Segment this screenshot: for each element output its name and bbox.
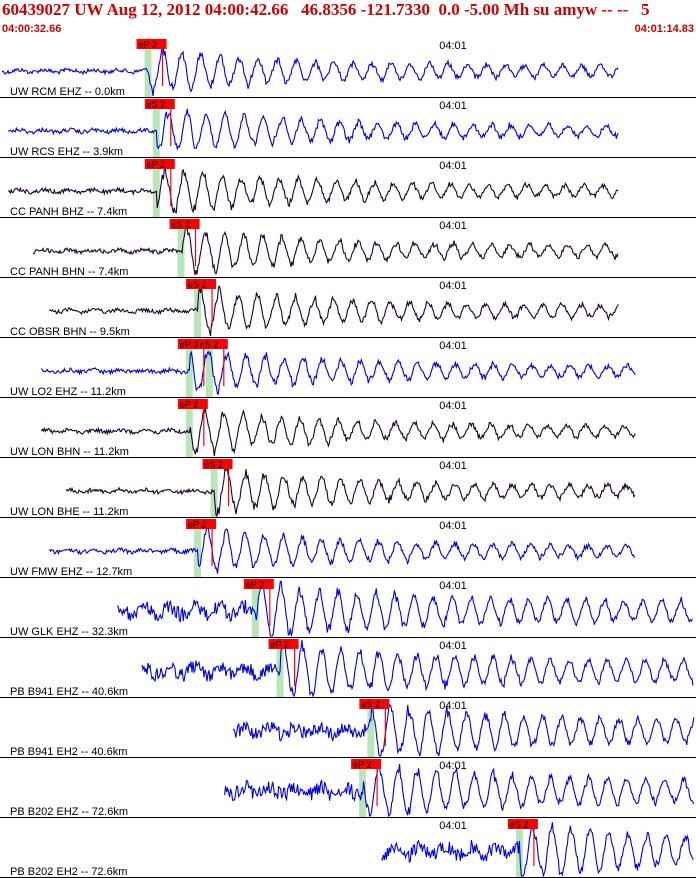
pick-label: eS 2	[147, 100, 166, 110]
trace-label: PB B202 EH2 -- 72.6km	[10, 866, 127, 878]
trace-label: UW RCS EHZ -- 3.9km	[10, 146, 123, 158]
pick-window	[205, 338, 213, 398]
waveform-trace	[1, 44, 619, 97]
pick-label: eS 2	[205, 460, 224, 470]
pick-label: eS 2	[188, 280, 207, 290]
time-tick-label: 04:01	[439, 340, 467, 352]
seismogram-panel: eP 2 04:01 UW RCM EHZ -- 0.0km eS 2 04:01 UW …	[0, 38, 696, 878]
pick-window	[210, 458, 218, 518]
pick-flag	[351, 759, 382, 769]
pick-label: eS 2	[361, 700, 380, 710]
trace-label: PB B941 EHZ -- 40.6km	[10, 686, 128, 698]
trace-label: UW LON BHN -- 11.2km	[10, 446, 129, 458]
waveform-trace	[141, 638, 694, 698]
time-tick-label: 04:01	[439, 280, 467, 292]
pick-flag	[507, 819, 538, 829]
pick-label: eP 2	[271, 640, 289, 650]
waveform-trace	[8, 168, 619, 214]
pick-flag	[177, 399, 208, 409]
pick-label: eP 2	[353, 760, 371, 770]
pick-window	[152, 98, 160, 158]
trace-label: UW FMW EHZ -- 12.7km	[10, 566, 132, 578]
trace-label: PB B941 EH2 -- 40.6km	[10, 746, 127, 758]
pick-flag	[144, 99, 175, 109]
pick-label: eS 2	[200, 340, 219, 350]
waveform-trace	[232, 703, 695, 757]
pick-flag	[243, 579, 274, 589]
trace-label: CC OBSR BHN -- 9.5km	[10, 326, 130, 338]
time-tick-label: 04:01	[439, 700, 467, 712]
pick-flag	[169, 219, 200, 229]
waveform-trace	[7, 108, 619, 151]
time-tick-label: 04:01	[439, 160, 467, 172]
waveform-trace	[40, 350, 636, 396]
waveform-trace	[224, 761, 695, 818]
pick-flag	[186, 279, 217, 289]
pick-flag	[268, 639, 299, 649]
window-end-time: 04:01:14.83	[634, 23, 694, 35]
time-tick-label: 04:01	[439, 520, 467, 532]
pick-label: eS 2	[510, 820, 529, 830]
waveform-trace	[49, 527, 636, 574]
time-tick-label: 04:01	[439, 100, 467, 112]
waveform-trace	[65, 464, 636, 518]
pick-window	[251, 578, 259, 638]
waveform-trace	[32, 223, 619, 276]
pick-window	[367, 698, 375, 758]
time-tick-label: 04:01	[439, 580, 467, 592]
pick-flag	[177, 339, 208, 349]
time-tick-label: 04:01	[439, 400, 467, 412]
pick-flag	[144, 159, 175, 169]
event-header: 60439027 UW Aug 12, 2012 04:00:42.66 46.…	[0, 0, 696, 38]
trace-label: PB B202 EHZ -- 72.6km	[10, 806, 128, 818]
pick-window	[194, 518, 202, 578]
pick-label: eP 3	[180, 340, 198, 350]
time-tick-label: 04:01	[439, 640, 467, 652]
trace-label: UW GLK EHZ -- 32.3km	[10, 626, 128, 638]
pick-label: eP 2	[188, 520, 206, 530]
waveform-trace	[49, 285, 619, 337]
event-title: 60439027 UW Aug 12, 2012 04:00:42.66 46.…	[2, 0, 650, 19]
time-tick-label: 04:01	[439, 40, 467, 52]
pick-window	[177, 218, 185, 278]
pick-flag	[202, 459, 233, 469]
pick-label: eP 2	[180, 400, 198, 410]
pick-window	[144, 38, 152, 98]
waveform-trace	[381, 822, 694, 878]
time-tick-label: 04:01	[439, 820, 467, 832]
trace-label: CC PANH BHN -- 7.4km	[10, 266, 128, 278]
pick-flag	[136, 39, 167, 49]
pick-label: eP 2	[139, 40, 157, 50]
pick-label: eS 2	[172, 220, 191, 230]
pick-label: eP 3	[246, 580, 264, 590]
pick-flag	[197, 339, 228, 349]
pick-window	[185, 398, 193, 458]
window-start-time: 04:00:32.66	[2, 23, 62, 35]
time-tick-label: 04:01	[439, 460, 467, 472]
pick-window	[152, 158, 160, 218]
trace-label: UW LO2 EHZ -- 11.2km	[10, 386, 126, 398]
pick-label: eP 2	[147, 160, 165, 170]
pick-flag	[186, 519, 217, 529]
waveform-trace	[40, 407, 636, 457]
time-tick-label: 04:01	[439, 760, 467, 772]
trace-label: UW LON BHE -- 11.2km	[10, 506, 128, 518]
trace-label: UW RCM EHZ -- 0.0km	[10, 86, 125, 98]
pick-flag	[359, 699, 390, 709]
time-tick-label: 04:01	[439, 220, 467, 232]
waveform-trace	[116, 580, 693, 637]
trace-label: CC PANH BHZ -- 7.4km	[10, 206, 127, 218]
